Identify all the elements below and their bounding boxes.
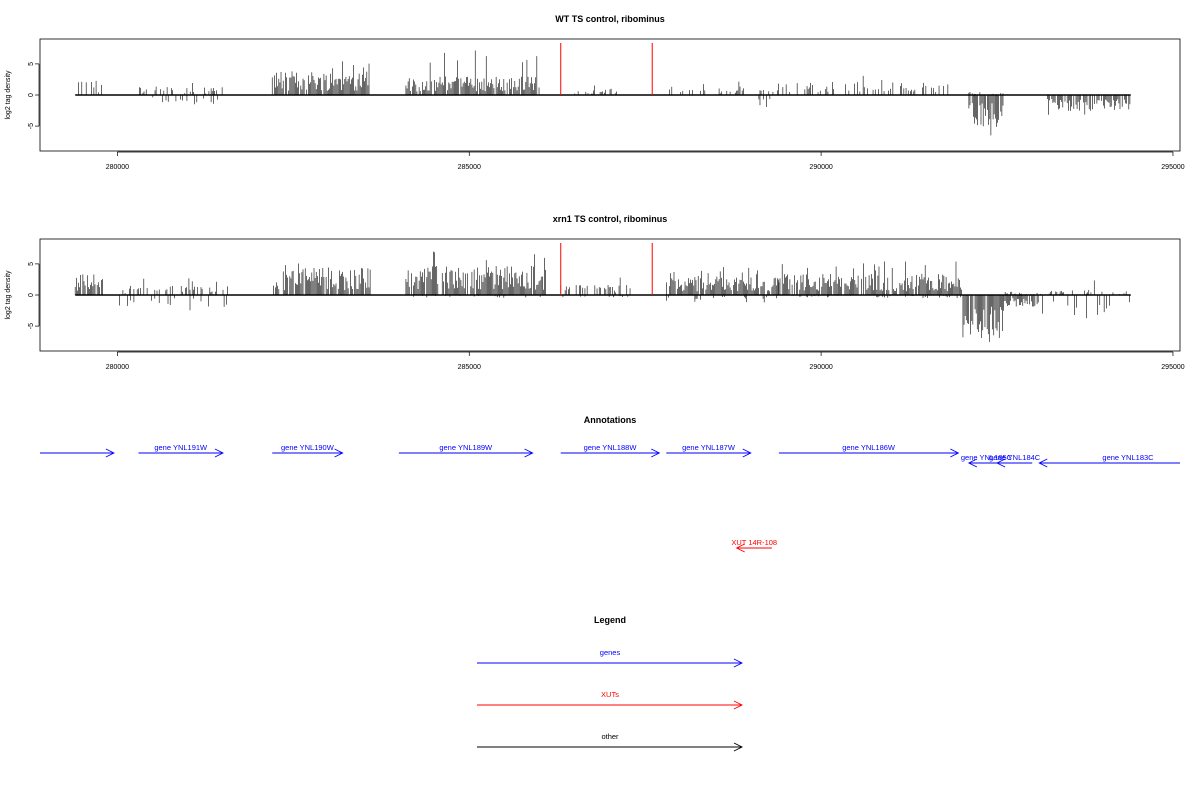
xut-label: XUT 14R-108: [731, 538, 777, 547]
legend-arrow-head: [733, 742, 744, 752]
xut-arrow-head: [735, 543, 745, 553]
xut-arrows: XUT 14R-108: [731, 538, 777, 553]
legend: Legend genes XUTs other: [477, 615, 744, 752]
track-panel-xrn1: xrn1 TS control, ribominus log2 tag dens…: [5, 214, 1185, 371]
x-tick-label: 285000: [458, 164, 481, 171]
annotations-panel: Annotations gene YNL191W gene YNL190W gene…: [40, 415, 1180, 553]
y-tick-label: 5: [28, 62, 35, 66]
y-tick-label: -5: [28, 323, 35, 329]
x-tick-label: 295000: [1161, 164, 1184, 171]
y-tick-label: 0: [28, 93, 35, 97]
legend-arrow-head: [733, 658, 744, 668]
gene-arrow-head: [214, 448, 224, 458]
x-axis-xrn1: 280000 285000 290000 295000: [106, 351, 1185, 371]
y-tick-label: 0: [28, 293, 35, 297]
gene-label: gene YNL188W: [584, 443, 638, 452]
density-bars-xrn1: [74, 251, 1131, 342]
legend-title: Legend: [594, 615, 626, 625]
gene-arrows: gene YNL191W gene YNL190W gene YNL189W gene…: [40, 443, 1180, 468]
gene-arrow-head: [996, 458, 1006, 468]
x-tick-label: 295000: [1161, 364, 1184, 371]
y-axis-xrn1: -5 0 5: [28, 262, 40, 329]
legend-label: genes: [600, 648, 621, 657]
gene-label: gene YNL189W: [439, 443, 493, 452]
marker-lines-xrn1: [560, 243, 653, 295]
plot-frame-wt: [39, 38, 1181, 152]
track-title-xrn1: xrn1 TS control, ribominus: [553, 214, 668, 224]
y-axis-wt: -5 0 5: [28, 62, 40, 129]
marker-lines-wt: [560, 43, 653, 95]
gene-label: gene YNL187W: [682, 443, 736, 452]
gene-arrow-head: [967, 458, 978, 468]
track-title-wt: WT TS control, ribominus: [555, 14, 665, 24]
x-tick-label: 285000: [458, 364, 481, 371]
gene-arrow-head: [742, 448, 752, 458]
gene-arrow-head: [105, 448, 115, 458]
gene-label: gene YNL186W: [842, 443, 896, 452]
x-tick-label: 280000: [106, 164, 129, 171]
gene-label: gene YNL184C: [989, 453, 1041, 462]
track-panel-wt: WT TS control, ribominus log2 tag densit…: [5, 14, 1185, 171]
legend-label: XUTs: [601, 690, 619, 699]
legend-arrow-head: [733, 700, 744, 710]
y-tick-label: 5: [28, 262, 35, 266]
y-axis-label-xrn1: log2 tag density: [5, 270, 12, 320]
gene-arrow-head: [1038, 458, 1048, 468]
gene-label: gene YNL185C: [961, 453, 1013, 462]
gene-arrow-head: [334, 448, 344, 458]
x-tick-label: 290000: [809, 364, 832, 371]
gene-arrow-head: [950, 448, 960, 458]
density-bars-wt: [75, 50, 1131, 136]
y-axis-label-wt: log2 tag density: [5, 70, 12, 120]
gene-label: gene YNL190W: [281, 443, 335, 452]
gene-arrow-head: [651, 448, 661, 458]
x-tick-label: 290000: [809, 164, 832, 171]
y-tick-label: -5: [28, 123, 35, 129]
legend-items: genes XUTs other: [477, 648, 744, 752]
gene-arrow-head: [524, 448, 534, 458]
annotations-title: Annotations: [584, 415, 637, 425]
gene-label: gene YNL191W: [154, 443, 208, 452]
plot-frame-xrn1: [39, 238, 1181, 352]
legend-label: other: [601, 732, 619, 741]
x-axis-wt: 280000 285000 290000 295000: [106, 151, 1185, 171]
x-tick-label: 280000: [106, 364, 129, 371]
gene-label: gene YNL183C: [1102, 453, 1154, 462]
